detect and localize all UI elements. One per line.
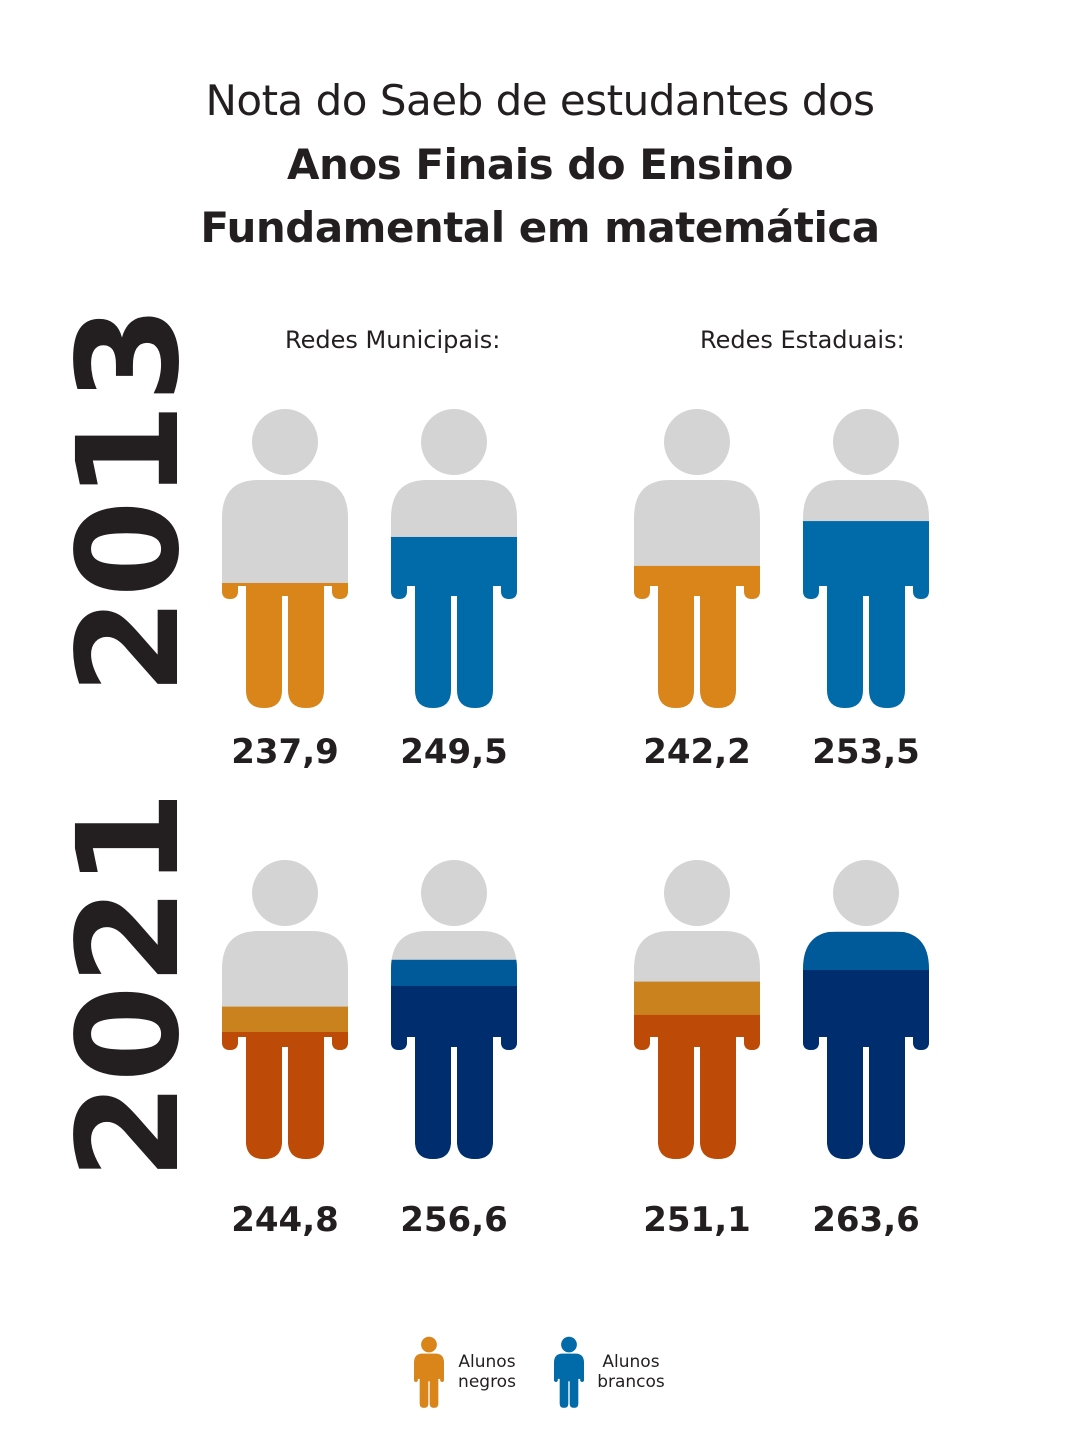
legend-text-line: brancos bbox=[597, 1372, 665, 1392]
legend-item-brancos: Alunos brancos bbox=[592, 1352, 670, 1392]
person-figure bbox=[803, 409, 929, 708]
leg-gap bbox=[864, 1049, 868, 1159]
legend-item-negros: Alunos negros bbox=[450, 1352, 524, 1392]
leg-gap bbox=[695, 598, 699, 708]
value-label: 263,6 bbox=[812, 1200, 920, 1240]
person-figure bbox=[222, 860, 348, 1159]
person-figure bbox=[803, 860, 929, 1159]
value-label: 244,8 bbox=[231, 1200, 339, 1240]
legend-text-line: Alunos bbox=[458, 1352, 516, 1372]
person-figure bbox=[391, 860, 517, 1159]
year-label-2013: 2013 bbox=[48, 305, 211, 695]
person-figure bbox=[222, 409, 348, 708]
value-label: 249,5 bbox=[400, 732, 508, 772]
leg-gap bbox=[568, 1381, 570, 1408]
legend-text-line: Alunos bbox=[602, 1352, 660, 1372]
title-line-3: Fundamental em matemática bbox=[200, 203, 880, 252]
group-label-estaduais: Redes Estaduais: bbox=[700, 326, 905, 354]
value-label: 253,5 bbox=[812, 732, 920, 772]
person-icon bbox=[554, 1336, 584, 1408]
leg-gap bbox=[428, 1381, 430, 1408]
person-figure bbox=[634, 409, 760, 708]
title-line-2: Anos Finais do Ensino bbox=[286, 140, 794, 189]
leg-gap bbox=[283, 598, 287, 708]
value-label: 256,6 bbox=[400, 1200, 508, 1240]
value-label: 251,1 bbox=[643, 1200, 751, 1240]
leg-gap bbox=[452, 598, 456, 708]
person-figure bbox=[634, 860, 760, 1159]
value-label: 242,2 bbox=[643, 732, 751, 772]
year-label-2021: 2021 bbox=[48, 790, 211, 1180]
title-line-1: Nota do Saeb de estudantes dos bbox=[205, 76, 875, 125]
group-label-municipais: Redes Municipais: bbox=[285, 326, 501, 354]
leg-gap bbox=[283, 1049, 287, 1159]
leg-gap bbox=[864, 598, 868, 708]
person-icon bbox=[414, 1336, 444, 1408]
leg-gap bbox=[695, 1049, 699, 1159]
person-figure bbox=[391, 409, 517, 708]
leg-gap bbox=[452, 1049, 456, 1159]
legend-text-line: negros bbox=[458, 1372, 516, 1392]
value-label: 237,9 bbox=[231, 732, 339, 772]
